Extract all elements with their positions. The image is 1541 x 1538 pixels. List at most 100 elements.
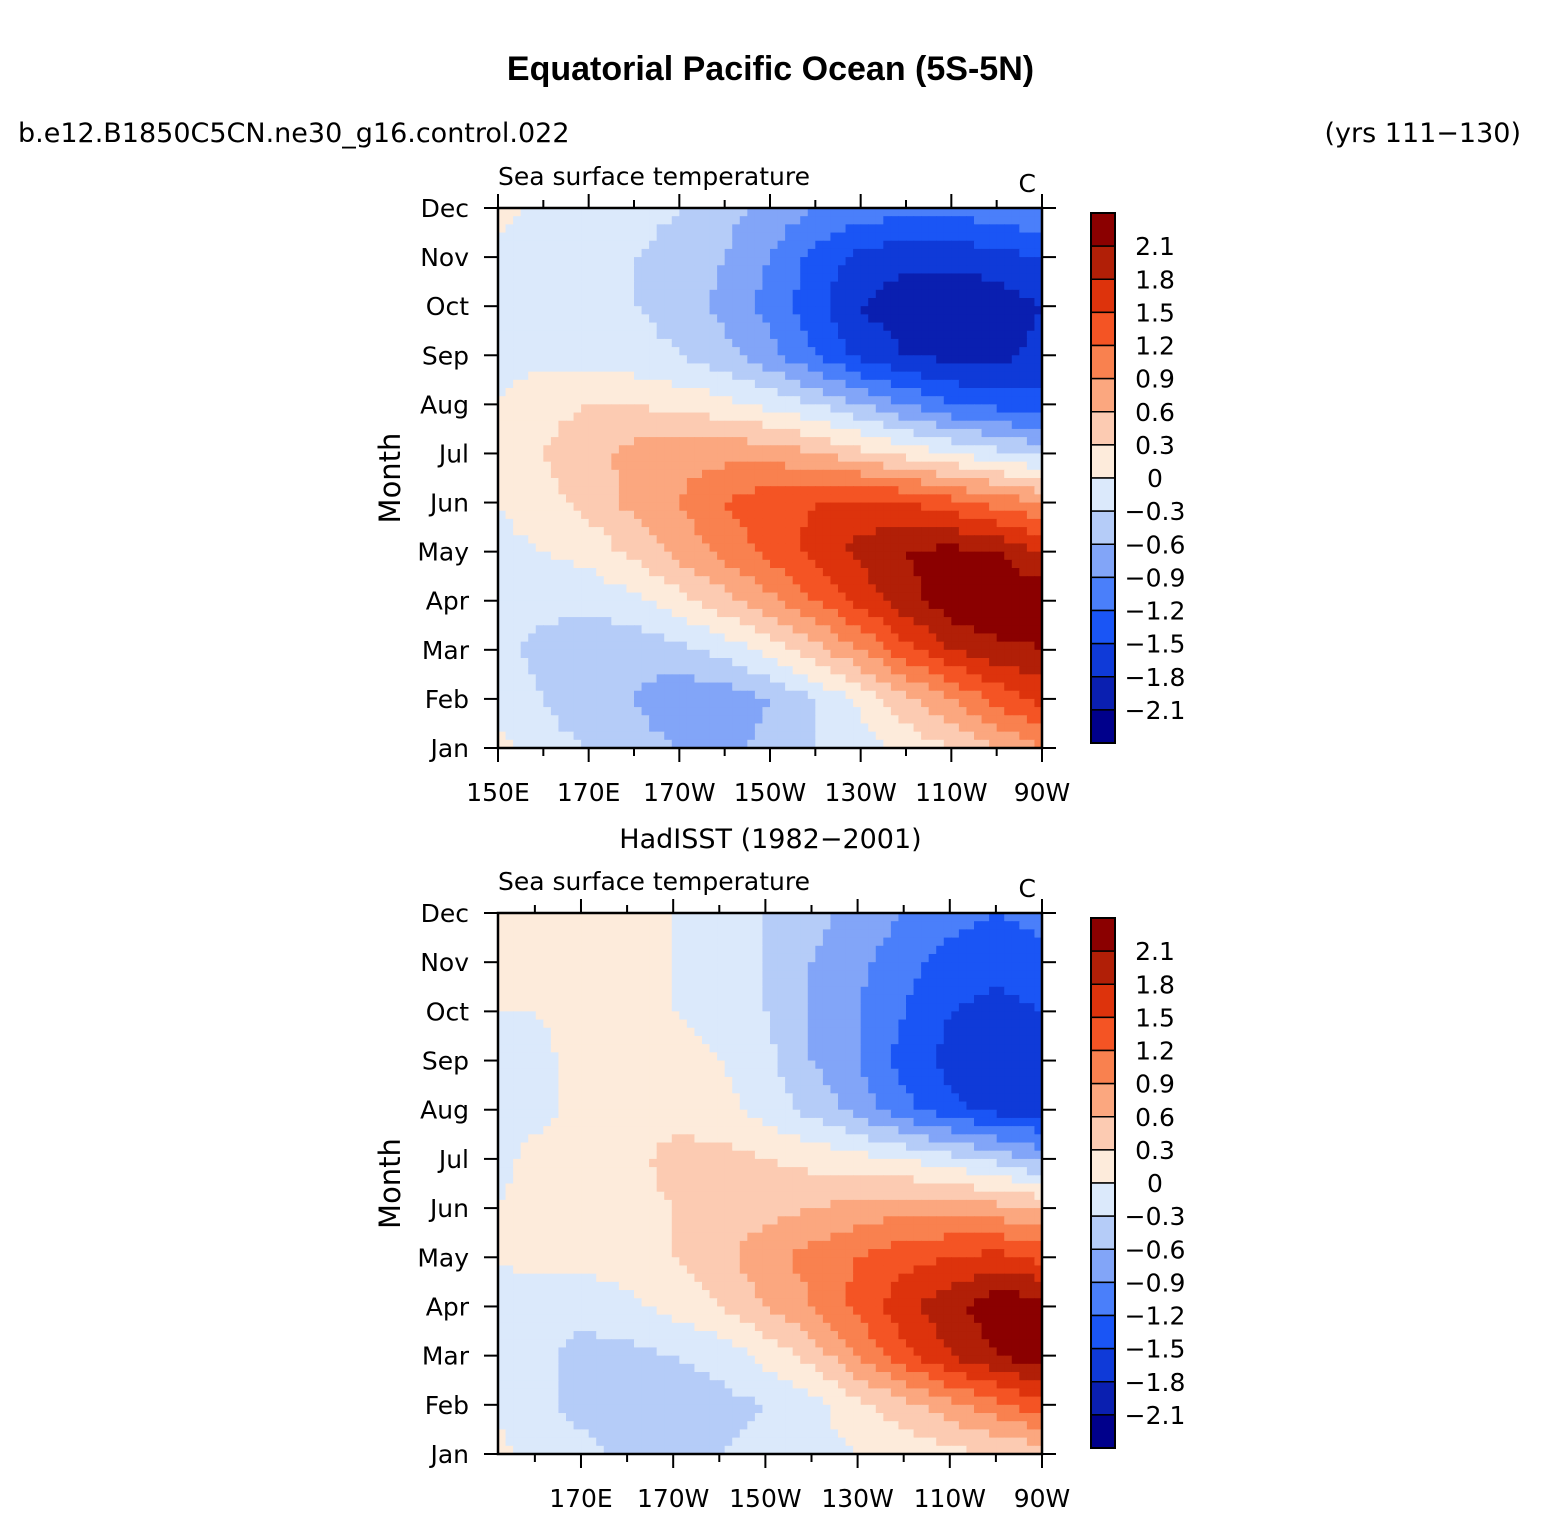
field-cell xyxy=(815,698,824,708)
field-cell xyxy=(573,649,582,659)
field-cell xyxy=(875,666,884,675)
field-cell xyxy=(543,698,552,708)
field-cell xyxy=(822,921,832,930)
field-cell xyxy=(739,281,748,291)
field-cell xyxy=(777,338,786,348)
field-cell xyxy=(1026,338,1036,348)
field-cell xyxy=(581,617,590,626)
field-cell xyxy=(543,527,552,536)
field-cell xyxy=(520,527,529,536)
field-cell xyxy=(981,265,990,275)
field-cell xyxy=(989,698,998,708)
field-cell xyxy=(603,240,612,250)
field-cell xyxy=(815,281,824,291)
field-cell xyxy=(558,330,567,340)
field-cell xyxy=(732,731,741,741)
field-cell xyxy=(936,371,945,381)
field-cell xyxy=(898,224,907,234)
field-cell xyxy=(845,404,854,414)
field-cell xyxy=(588,592,597,602)
field-cell xyxy=(498,608,507,618)
field-cell xyxy=(603,330,612,340)
field-cell xyxy=(792,216,801,225)
field-cell xyxy=(777,731,786,741)
field-cell xyxy=(792,690,801,700)
field-cell xyxy=(611,559,620,569)
field-cell xyxy=(868,298,877,307)
field-cell xyxy=(838,338,847,348)
field-cell xyxy=(913,658,922,667)
field-cell xyxy=(936,461,945,471)
field-cell xyxy=(1026,731,1036,741)
field-cell xyxy=(754,379,764,389)
field-cell xyxy=(928,248,937,258)
field-cell xyxy=(974,608,983,618)
field-cell xyxy=(528,363,537,373)
field-cell xyxy=(830,338,839,348)
field-cell xyxy=(958,698,968,708)
colorbar-swatch xyxy=(1090,245,1116,281)
field-cell xyxy=(807,330,816,340)
field-cell xyxy=(943,461,952,471)
field-cell xyxy=(951,658,960,667)
field-cell xyxy=(1019,298,1028,307)
field-cell xyxy=(875,510,884,520)
field-cell xyxy=(581,913,590,922)
field-cell xyxy=(875,453,884,463)
field-cell xyxy=(800,518,809,528)
field-cell xyxy=(800,314,809,324)
field-cell xyxy=(1004,698,1013,708)
field-cell xyxy=(535,658,544,667)
field-cell xyxy=(596,216,605,225)
field-cell xyxy=(754,568,764,577)
field-cell xyxy=(664,371,673,381)
field-cell xyxy=(1011,224,1020,234)
field-cell xyxy=(785,314,794,324)
field-cell xyxy=(634,600,643,610)
field-cell xyxy=(747,608,756,618)
field-cell xyxy=(943,617,952,626)
field-cell xyxy=(626,445,635,455)
field-cell xyxy=(543,494,552,504)
field-cell xyxy=(550,347,560,356)
panel-variable-title: Sea surface temperature xyxy=(498,162,810,191)
field-cell xyxy=(792,707,801,716)
field-cell xyxy=(785,502,794,512)
field-cell xyxy=(656,240,665,250)
field-cell xyxy=(626,551,635,561)
field-cell xyxy=(528,371,537,381)
panel-units: C xyxy=(1019,169,1036,198)
field-cell xyxy=(875,208,884,217)
field-cell xyxy=(596,518,605,528)
field-cell xyxy=(649,707,658,716)
field-cell xyxy=(792,224,801,234)
field-cell xyxy=(520,281,529,291)
field-cell xyxy=(883,494,892,504)
field-cell xyxy=(724,469,733,479)
field-cell xyxy=(981,698,990,708)
field-cell xyxy=(513,265,522,275)
field-cell xyxy=(686,314,696,324)
field-cell xyxy=(649,379,658,389)
field-cell xyxy=(1019,518,1028,528)
field-cell xyxy=(664,494,673,504)
field-cell xyxy=(739,518,748,528)
field-cell xyxy=(558,257,567,266)
field-cell xyxy=(596,674,605,684)
field-cell xyxy=(671,698,680,708)
field-cell xyxy=(611,224,620,234)
field-cell xyxy=(981,739,990,749)
field-cell xyxy=(709,535,718,545)
field-cell xyxy=(573,494,582,504)
field-cell xyxy=(981,371,990,381)
field-cell xyxy=(618,641,628,651)
field-cell xyxy=(785,404,794,414)
field-cell xyxy=(634,723,643,733)
field-cell xyxy=(921,625,930,635)
field-cell xyxy=(528,265,537,275)
field-cell xyxy=(1034,551,1043,561)
field-cell xyxy=(807,658,816,667)
field-cell xyxy=(898,633,907,643)
field-cell xyxy=(747,568,756,577)
field-cell xyxy=(785,461,794,471)
